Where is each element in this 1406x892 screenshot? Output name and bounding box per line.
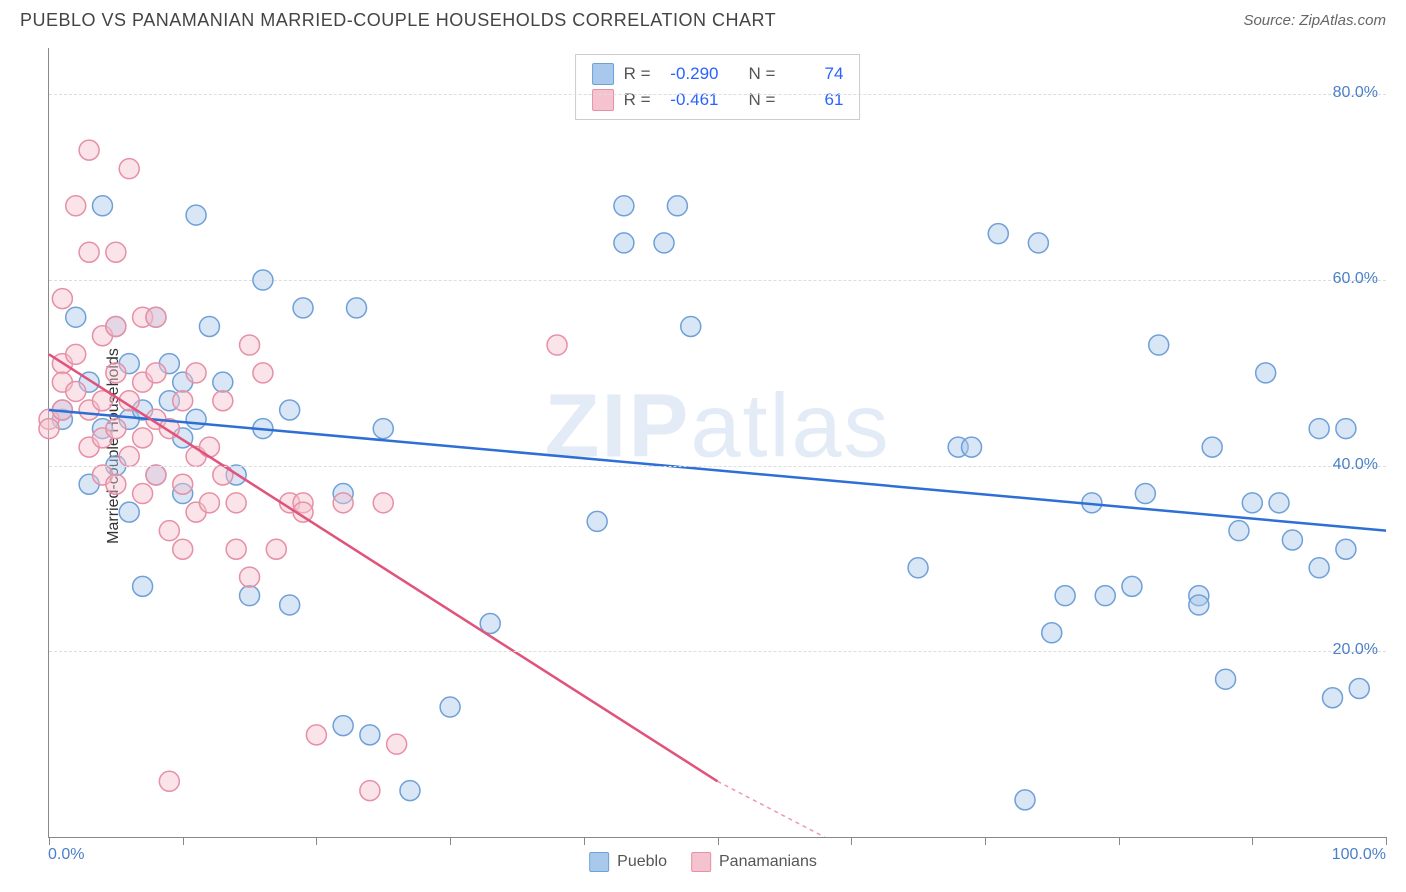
swatch-panamanians	[592, 89, 614, 111]
legend-item-panamanians: Panamanians	[691, 852, 817, 872]
y-tick-label: 80.0%	[1333, 84, 1378, 102]
stats-row-panamanians: R = -0.461 N = 61	[592, 87, 844, 113]
r-label: R =	[624, 64, 651, 84]
swatch-pueblo	[592, 63, 614, 85]
r-value-panamanians: -0.461	[661, 90, 719, 110]
x-axis-min-label: 0.0%	[48, 846, 84, 864]
y-tick-label: 60.0%	[1333, 270, 1378, 288]
swatch-pueblo	[589, 852, 609, 872]
x-axis-max-label: 100.0%	[1332, 846, 1386, 864]
legend-item-pueblo: Pueblo	[589, 852, 667, 872]
n-value-panamanians: 61	[785, 90, 843, 110]
chart-plot-area: ZIPatlas R = -0.290 N = 74 R = -0.461 N …	[48, 48, 1386, 838]
n-value-pueblo: 74	[785, 64, 843, 84]
chart-title: PUEBLO VS PANAMANIAN MARRIED-COUPLE HOUS…	[20, 10, 776, 31]
bottom-legend: Pueblo Panamanians	[589, 852, 817, 872]
r-value-pueblo: -0.290	[661, 64, 719, 84]
r-label: R =	[624, 90, 651, 110]
y-tick-label: 20.0%	[1333, 641, 1378, 659]
y-tick-label: 40.0%	[1333, 456, 1378, 474]
n-label: N =	[749, 64, 776, 84]
chart-source: Source: ZipAtlas.com	[1243, 12, 1386, 29]
n-label: N =	[749, 90, 776, 110]
stats-legend-box: R = -0.290 N = 74 R = -0.461 N = 61	[575, 54, 861, 120]
stats-row-pueblo: R = -0.290 N = 74	[592, 61, 844, 87]
scatter-plot-svg	[49, 48, 1386, 837]
legend-label-pueblo: Pueblo	[617, 853, 667, 871]
legend-label-panamanians: Panamanians	[719, 853, 817, 871]
swatch-panamanians	[691, 852, 711, 872]
